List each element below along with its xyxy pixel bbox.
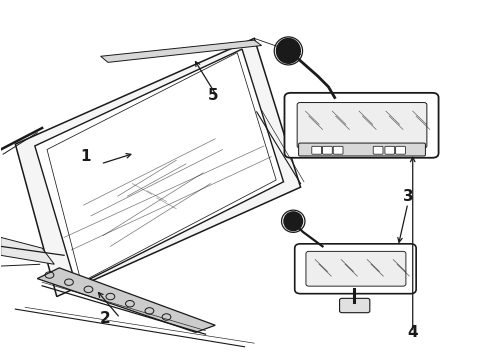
Text: 3: 3 <box>402 189 412 204</box>
Text: 5: 5 <box>207 88 218 103</box>
Text: 2: 2 <box>100 311 111 325</box>
Polygon shape <box>0 237 54 264</box>
FancyBboxPatch shape <box>372 146 382 154</box>
FancyBboxPatch shape <box>339 298 369 313</box>
FancyBboxPatch shape <box>384 146 394 154</box>
Text: 4: 4 <box>407 325 417 340</box>
FancyBboxPatch shape <box>332 146 342 154</box>
FancyBboxPatch shape <box>395 146 405 154</box>
Polygon shape <box>37 268 215 332</box>
FancyBboxPatch shape <box>322 146 331 154</box>
Polygon shape <box>101 40 261 62</box>
FancyBboxPatch shape <box>284 93 438 158</box>
FancyBboxPatch shape <box>305 251 405 286</box>
Ellipse shape <box>284 212 302 230</box>
FancyBboxPatch shape <box>311 146 321 154</box>
Polygon shape <box>35 49 283 286</box>
FancyBboxPatch shape <box>297 103 426 148</box>
Ellipse shape <box>276 39 300 63</box>
FancyBboxPatch shape <box>298 143 425 156</box>
Polygon shape <box>15 39 300 297</box>
Text: 1: 1 <box>81 149 91 164</box>
FancyBboxPatch shape <box>294 244 415 294</box>
